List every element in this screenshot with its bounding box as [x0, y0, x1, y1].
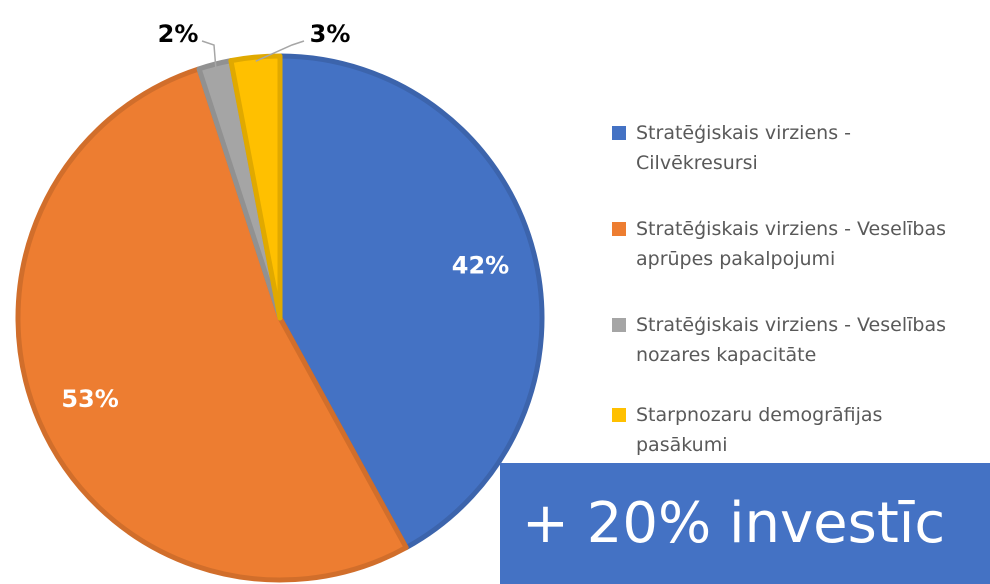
pie-slice: [228, 53, 283, 321]
banner: + 20% investīc: [500, 463, 990, 584]
legend-item: Stratēģiskais virziens - Veselības nozar…: [612, 310, 966, 370]
legend-swatch: [612, 408, 626, 422]
legend-label: Stratēģiskais virziens - Cilvēkresursi: [636, 122, 851, 174]
legend-label: Starpnozaru demogrāfijas pasākumi: [636, 404, 883, 456]
pie-slice: [15, 66, 409, 583]
leader-line: [201, 40, 217, 69]
legend-swatch: [612, 222, 626, 236]
legend-label: Stratēģiskais virziens - Veselības nozar…: [636, 314, 946, 366]
legend-label: Stratēģiskais virziens - Veselības aprūp…: [636, 218, 946, 270]
pie-slice: [277, 53, 545, 551]
data-label: 42%: [452, 252, 509, 280]
legend-item: Stratēģiskais virziens - Veselības aprūp…: [612, 214, 966, 274]
data-label: 3%: [310, 20, 351, 48]
legend-item: Starpnozaru demogrāfijas pasākumi: [612, 400, 966, 460]
data-label: 2%: [158, 20, 199, 48]
legend-swatch: [612, 126, 626, 140]
data-label: 53%: [61, 385, 118, 413]
legend-swatch: [612, 318, 626, 332]
leader-line: [255, 40, 305, 62]
legend-item: Stratēģiskais virziens - Cilvēkresursi: [612, 118, 966, 178]
